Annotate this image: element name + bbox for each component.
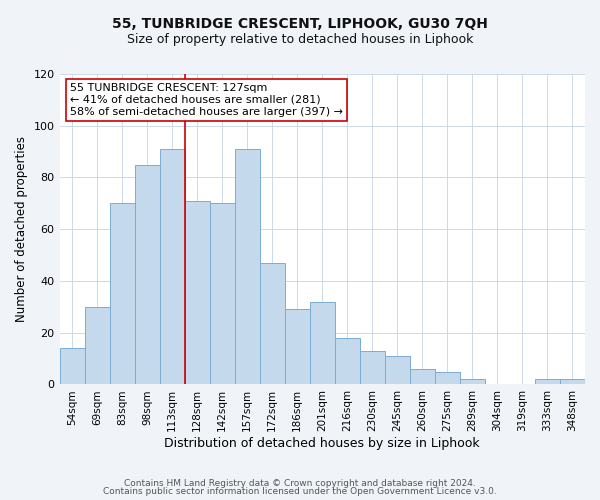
Bar [185,201,209,384]
Bar [435,372,460,384]
Bar [460,380,485,384]
Bar [410,369,435,384]
Text: Size of property relative to detached houses in Liphook: Size of property relative to detached ho… [127,32,473,46]
Bar [235,149,260,384]
Bar [59,348,85,385]
Bar [335,338,360,384]
Text: Contains HM Land Registry data © Crown copyright and database right 2024.: Contains HM Land Registry data © Crown c… [124,478,476,488]
Text: 55, TUNBRIDGE CRESCENT, LIPHOOK, GU30 7QH: 55, TUNBRIDGE CRESCENT, LIPHOOK, GU30 7Q… [112,18,488,32]
Bar [209,204,235,384]
Bar [310,302,335,384]
Bar [160,149,185,384]
Y-axis label: Number of detached properties: Number of detached properties [15,136,28,322]
X-axis label: Distribution of detached houses by size in Liphook: Distribution of detached houses by size … [164,437,480,450]
Bar [260,263,285,384]
Bar [535,380,560,384]
Bar [360,351,385,384]
Bar [134,164,160,384]
Bar [560,380,585,384]
Bar [385,356,410,384]
Text: 55 TUNBRIDGE CRESCENT: 127sqm
← 41% of detached houses are smaller (281)
58% of : 55 TUNBRIDGE CRESCENT: 127sqm ← 41% of d… [70,84,343,116]
Bar [285,310,310,384]
Text: Contains public sector information licensed under the Open Government Licence v3: Contains public sector information licen… [103,488,497,496]
Bar [110,204,134,384]
Bar [85,307,110,384]
